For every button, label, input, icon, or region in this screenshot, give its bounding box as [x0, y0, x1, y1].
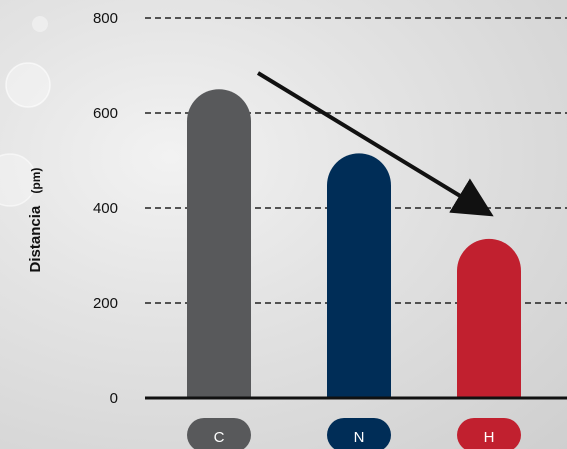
- background-bubbles: [0, 16, 51, 207]
- y-axis-title: Distancia: [27, 205, 44, 272]
- y-tick-200: 200: [93, 295, 118, 312]
- category-label-C: C: [214, 429, 225, 446]
- trend-arrow: [256, 71, 494, 217]
- y-tick-800: 800: [93, 10, 118, 27]
- category-label-H: H: [484, 429, 495, 446]
- y-axis-unit: (pm): [29, 168, 43, 194]
- y-tick-0: 0: [110, 390, 118, 407]
- bar-C: [187, 89, 251, 398]
- y-tick-400: 400: [93, 200, 118, 217]
- y-tick-600: 600: [93, 105, 118, 122]
- svg-text:Distancia (pm): Distancia (pm): [27, 168, 44, 273]
- bar-N: [327, 153, 391, 398]
- category-badge-N: [327, 418, 391, 449]
- category-badge-C: [187, 418, 251, 449]
- bars: [187, 89, 521, 398]
- y-tick-labels: 0 200 400 600 800: [93, 10, 118, 407]
- category-label-N: N: [354, 429, 365, 446]
- category-badge-H: [457, 418, 521, 449]
- y-axis-label: Distancia (pm): [27, 168, 44, 273]
- bar-H: [457, 238, 521, 398]
